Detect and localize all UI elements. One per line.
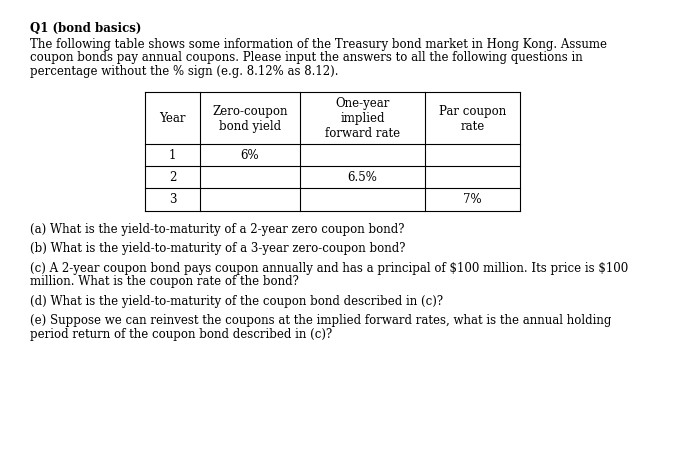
Text: Par coupon
rate: Par coupon rate [439, 105, 506, 133]
Text: 7%: 7% [463, 193, 482, 206]
Text: coupon bonds pay annual coupons. Please input the answers to all the following q: coupon bonds pay annual coupons. Please … [30, 52, 582, 65]
Text: 3: 3 [169, 193, 176, 206]
Text: 2: 2 [169, 171, 176, 184]
Text: 6.5%: 6.5% [348, 171, 377, 184]
Text: (e) Suppose we can reinvest the coupons at the implied forward rates, what is th: (e) Suppose we can reinvest the coupons … [30, 314, 611, 327]
Text: (d) What is the yield-to-maturity of the coupon bond described in (c)?: (d) What is the yield-to-maturity of the… [30, 294, 443, 307]
Text: (b) What is the yield-to-maturity of a 3-year zero-coupon bond?: (b) What is the yield-to-maturity of a 3… [30, 242, 405, 255]
Text: (a) What is the yield-to-maturity of a 2-year zero coupon bond?: (a) What is the yield-to-maturity of a 2… [30, 222, 405, 235]
Text: 1: 1 [169, 149, 176, 162]
Text: million. What is the coupon rate of the bond?: million. What is the coupon rate of the … [30, 275, 299, 288]
Text: 6%: 6% [241, 149, 259, 162]
Text: (c) A 2-year coupon bond pays coupon annually and has a principal of $100 millio: (c) A 2-year coupon bond pays coupon ann… [30, 261, 629, 274]
Text: percentage without the % sign (e.g. 8.12% as 8.12).: percentage without the % sign (e.g. 8.12… [30, 65, 339, 78]
Text: One-year
implied
forward rate: One-year implied forward rate [325, 97, 400, 140]
Text: Zero-coupon
bond yield: Zero-coupon bond yield [212, 105, 288, 133]
Text: period return of the coupon bond described in (c)?: period return of the coupon bond describ… [30, 327, 332, 340]
Text: Q1 (bond basics): Q1 (bond basics) [30, 22, 141, 35]
Text: The following table shows some information of the Treasury bond market in Hong K: The following table shows some informati… [30, 38, 607, 51]
Text: Year: Year [160, 112, 186, 125]
